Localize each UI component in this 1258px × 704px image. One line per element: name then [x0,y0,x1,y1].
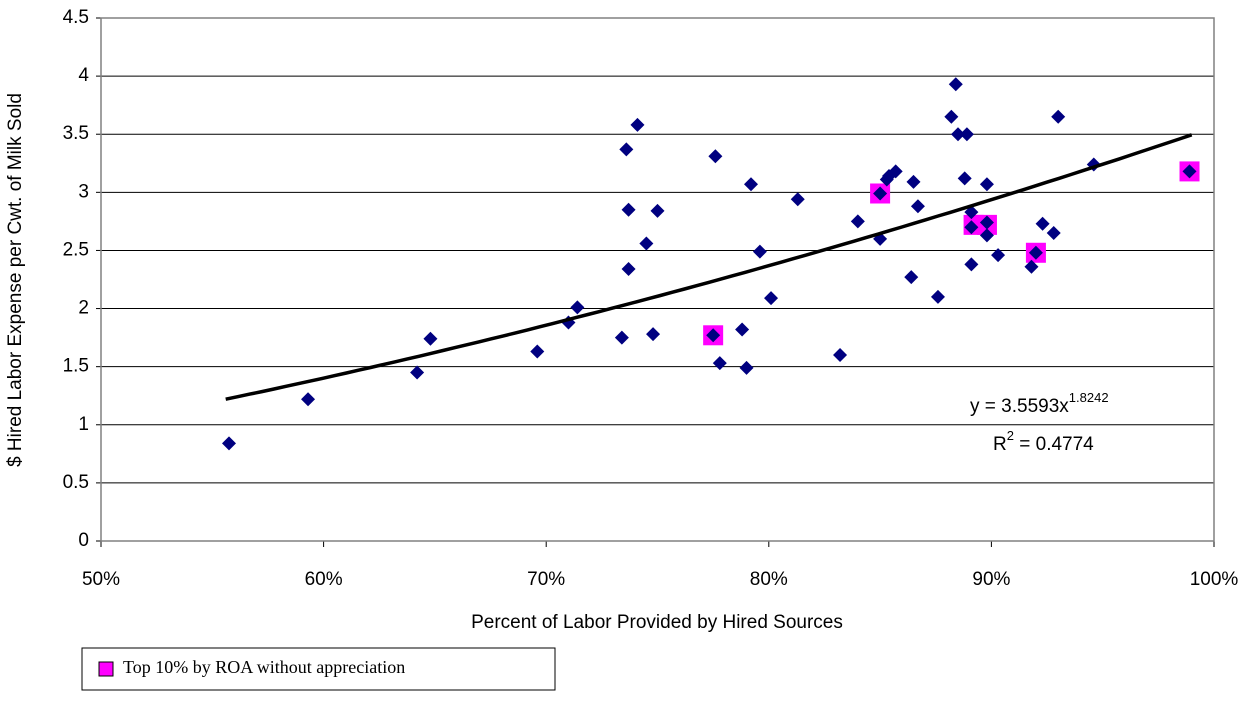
legend-label: Top 10% by ROA without appreciation [123,657,405,677]
marker-diamond [873,186,888,201]
marker-diamond [1046,226,1061,241]
marker-diamond [735,322,750,337]
marker-diamond [1024,259,1039,274]
marker-diamond [1051,109,1066,124]
x-tick-label: 70% [527,569,565,590]
marker-diamond [959,127,974,142]
marker-diamond [904,270,919,285]
marker-diamond [570,300,585,315]
marker-diamond [948,77,963,92]
x-tick-label: 90% [972,569,1010,590]
marker-diamond [530,344,545,359]
marker-diamond [930,289,945,304]
r-squared: R2 = 0.4774 [993,428,1094,455]
marker-diamond [752,244,767,259]
marker-diamond [423,331,438,346]
marker-diamond [1028,245,1043,260]
marker-diamond [906,174,921,189]
marker-diamond [301,392,316,407]
y-axis-label: $ Hired Labor Expense per Cwt. of Milk S… [5,93,26,467]
marker-diamond [991,248,1006,263]
r2-superscript: 2 [1007,428,1014,443]
r2-value: = 0.4774 [1014,434,1094,455]
marker-diamond [221,436,236,451]
y-tick-label: 0.5 [63,472,89,493]
marker-diamond [410,365,425,380]
marker-diamond [614,330,629,345]
marker-diamond [790,192,805,207]
marker-diamond [646,327,661,342]
marker-diamond [979,228,994,243]
r2-label: R [993,434,1007,455]
marker-diamond [630,117,645,132]
marker-diamond [739,360,754,375]
legend-swatch [98,661,114,677]
x-tick-label: 60% [305,569,343,590]
y-tick-label: 3.5 [63,123,89,144]
y-tick-label: 0 [78,530,89,551]
trendline [225,133,1193,401]
equation-exponent: 1.8242 [1069,390,1109,405]
legend: Top 10% by ROA without appreciation [81,647,556,691]
x-axis-label: Percent of Labor Provided by Hired Sourc… [471,612,843,633]
marker-diamond [639,236,654,251]
marker-diamond [964,220,979,235]
marker-diamond [706,328,721,343]
marker-diamond [888,164,903,179]
marker-diamond [951,127,966,142]
marker-diamond [621,262,636,277]
marker-diamond [979,177,994,192]
legend-box [81,647,556,691]
marker-diamond [979,215,994,230]
y-tick-label: 4 [78,65,89,86]
x-tick-label: 100% [1190,569,1239,590]
marker-diamond [650,203,665,218]
trendline-equation: y = 3.5593x1.8242 [970,390,1109,417]
marker-diamond [964,257,979,272]
y-tick-label: 4.5 [63,7,89,28]
marker-diamond [1035,216,1050,231]
marker-diamond [850,214,865,229]
marker-diamond [957,171,972,186]
marker-diamond [708,149,723,164]
x-tick-label: 80% [750,569,788,590]
plot-frame [100,17,1215,542]
marker-diamond [910,199,925,214]
marker-diamond [619,142,634,157]
marker-diamond [621,202,636,217]
marker-diamond [833,348,848,363]
marker-diamond [764,291,779,306]
y-tick-label: 2 [78,298,89,319]
y-tick-label: 3 [78,181,89,202]
marker-diamond [743,177,758,192]
y-tick-label: 1.5 [63,356,89,377]
equation-text: y = 3.5593x [970,396,1069,417]
y-tick-label: 2.5 [63,239,89,260]
marker-diamond [712,356,727,371]
x-tick-label: 50% [82,569,120,590]
y-tick-label: 1 [78,414,89,435]
marker-diamond [944,109,959,124]
marker-diamond [1182,164,1197,179]
